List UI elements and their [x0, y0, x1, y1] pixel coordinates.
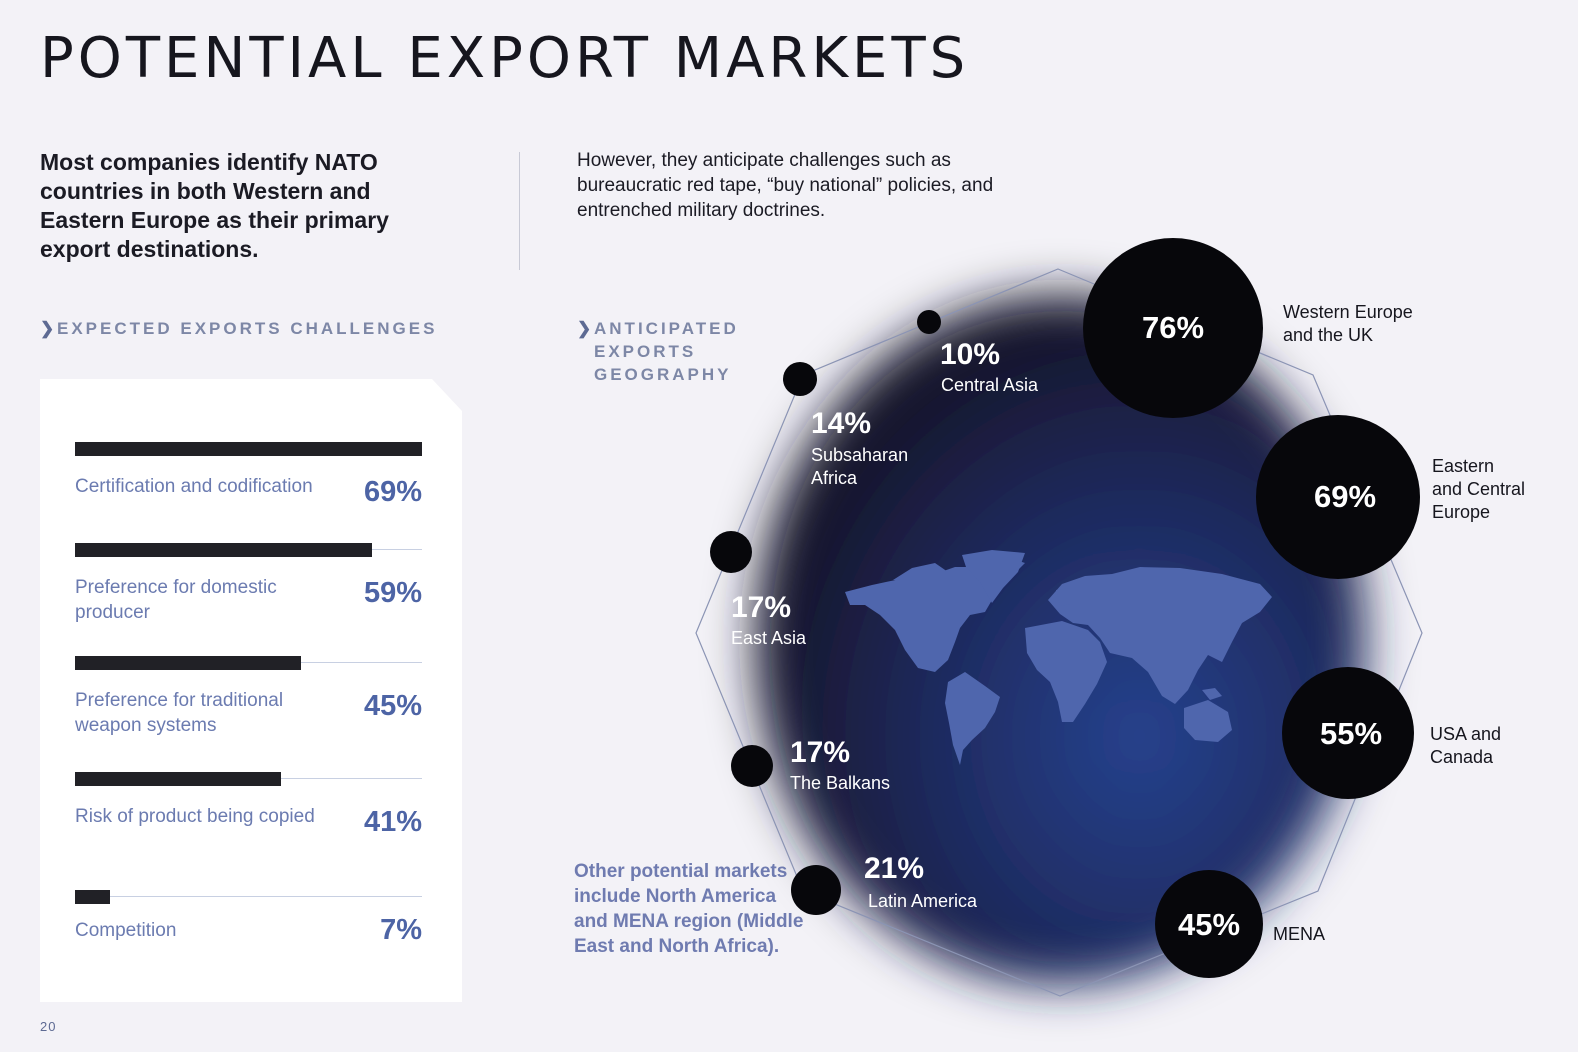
- market-label: East Asia: [731, 628, 807, 648]
- challenge-row: Preference for domestic producer 59%: [75, 543, 422, 649]
- market-east-asia: 17% East Asia: [710, 531, 807, 648]
- market-dot: [731, 745, 773, 787]
- market-circle: [1256, 415, 1420, 579]
- market-dot: [917, 310, 941, 334]
- divider: [519, 152, 520, 270]
- market-balkans: 17% The Balkans: [731, 736, 890, 793]
- market-subsaharan-africa: 14% Subsaharan Africa: [783, 362, 908, 488]
- other-markets-note: Other potential markets include North Am…: [574, 861, 804, 957]
- market-value: 69%: [1314, 479, 1376, 514]
- market-value: 17%: [731, 591, 791, 624]
- market-label: Subsaharan Africa: [811, 445, 908, 488]
- challenge-label: Preference for traditional weapon system…: [75, 690, 284, 736]
- lead-text: Most companies identify NATO countries i…: [40, 149, 389, 262]
- market-value: 55%: [1320, 716, 1382, 751]
- challenge-bar: [75, 772, 282, 786]
- market-circle: [1282, 667, 1414, 799]
- challenge-value: 41%: [363, 806, 422, 838]
- market-dot: [783, 362, 817, 396]
- challenge-row: Competition 7%: [75, 890, 422, 996]
- market-value: 14%: [811, 407, 871, 440]
- market-dot: [710, 531, 752, 573]
- chevron-right-icon: ❯: [40, 319, 58, 338]
- market-label: USA and Canada: [1430, 724, 1501, 767]
- market-label: MENA: [1273, 924, 1325, 944]
- challenge-bar: [75, 890, 111, 904]
- market-label: Western Europe and the UK: [1283, 302, 1413, 345]
- market-label: Eastern and Central Europe: [1432, 456, 1525, 522]
- market-label: Central Asia: [941, 375, 1039, 395]
- challenge-value: 7%: [380, 914, 422, 946]
- challenge-value: 69%: [363, 476, 422, 508]
- geography-heading: ❯ ANTICIPATED EXPORTS GEOGRAPHY: [577, 317, 747, 386]
- market-central-asia: 10% Central Asia: [917, 310, 1039, 395]
- market-western-europe: 76% Western Europe and the UK: [1083, 238, 1413, 418]
- market-latin-america: 21% Latin America: [791, 852, 978, 915]
- challenge-label: Risk of product being copied: [75, 806, 315, 827]
- market-label: Latin America: [868, 891, 978, 911]
- market-value: 17%: [790, 736, 850, 769]
- market-eastern-europe: 69% Eastern and Central Europe: [1256, 415, 1525, 579]
- geography-heading-text: ANTICIPATED EXPORTS GEOGRAPHY: [594, 319, 739, 384]
- market-usa-canada: 55% USA and Canada: [1282, 667, 1501, 799]
- challenge-bar: [75, 543, 372, 557]
- chevron-right-icon: ❯: [577, 319, 595, 338]
- page-number: 20: [40, 1019, 57, 1034]
- intro-text: However, they anticipate challenges such…: [577, 150, 994, 221]
- challenge-row: Risk of product being copied 41%: [75, 772, 422, 878]
- market-circle: [1083, 238, 1263, 418]
- challenge-row: Preference for traditional weapon system…: [75, 656, 422, 762]
- challenge-label: Competition: [75, 920, 177, 941]
- market-value: 21%: [864, 852, 924, 885]
- challenge-value: 45%: [363, 690, 422, 722]
- challenge-value: 59%: [363, 577, 422, 609]
- challenge-label: Certification and codification: [75, 476, 313, 497]
- challenge-row: Certification and codification 69%: [75, 442, 422, 548]
- market-label: The Balkans: [790, 773, 890, 793]
- market-circle: [1155, 870, 1263, 978]
- market-dot: [791, 865, 841, 915]
- challenges-heading: ❯ EXPECTED EXPORTS CHALLENGES: [40, 317, 437, 340]
- challenges-heading-text: EXPECTED EXPORTS CHALLENGES: [57, 319, 438, 338]
- challenge-bar: [75, 656, 302, 670]
- challenges-card: Certification and codification 69% Prefe…: [40, 379, 462, 1002]
- market-value: 45%: [1178, 907, 1240, 942]
- market-value: 76%: [1142, 310, 1204, 345]
- market-value: 10%: [940, 338, 1000, 371]
- challenge-label: Preference for domestic producer: [75, 577, 277, 623]
- bar-track: [75, 896, 422, 897]
- challenge-bar: [75, 442, 422, 456]
- market-mena: 45% MENA: [1155, 870, 1325, 978]
- page-title: POTENTIAL EXPORT MARKETS: [40, 26, 970, 91]
- world-map: [845, 550, 1272, 765]
